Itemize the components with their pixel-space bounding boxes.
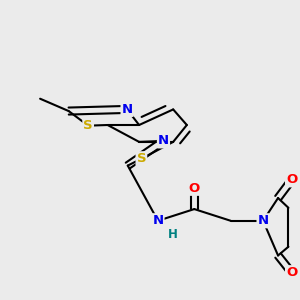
Text: O: O <box>286 173 297 186</box>
Text: S: S <box>136 152 146 165</box>
Text: N: N <box>152 214 164 227</box>
Text: O: O <box>286 266 297 279</box>
Text: N: N <box>158 134 169 147</box>
Text: N: N <box>257 214 269 227</box>
Text: H: H <box>168 228 178 241</box>
Text: N: N <box>122 103 133 116</box>
Text: O: O <box>189 182 200 195</box>
Text: S: S <box>83 119 93 132</box>
